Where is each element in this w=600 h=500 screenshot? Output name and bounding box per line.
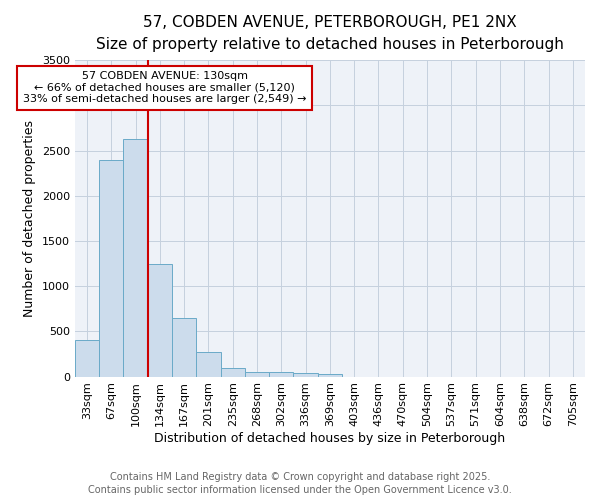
X-axis label: Distribution of detached houses by size in Peterborough: Distribution of detached houses by size … — [154, 432, 505, 445]
Bar — [99, 160, 124, 376]
Bar — [148, 264, 172, 376]
Bar — [172, 318, 196, 376]
Bar — [75, 340, 99, 376]
Bar — [245, 372, 269, 376]
Y-axis label: Number of detached properties: Number of detached properties — [23, 120, 36, 317]
Text: Contains HM Land Registry data © Crown copyright and database right 2025.
Contai: Contains HM Land Registry data © Crown c… — [88, 472, 512, 495]
Bar — [124, 139, 148, 376]
Bar — [318, 374, 342, 376]
Bar — [221, 368, 245, 376]
Text: 57 COBDEN AVENUE: 130sqm
← 66% of detached houses are smaller (5,120)
33% of sem: 57 COBDEN AVENUE: 130sqm ← 66% of detach… — [23, 71, 307, 104]
Bar — [293, 373, 318, 376]
Bar — [269, 372, 293, 376]
Bar — [196, 352, 221, 376]
Title: 57, COBDEN AVENUE, PETERBOROUGH, PE1 2NX
Size of property relative to detached h: 57, COBDEN AVENUE, PETERBOROUGH, PE1 2NX… — [96, 15, 564, 52]
